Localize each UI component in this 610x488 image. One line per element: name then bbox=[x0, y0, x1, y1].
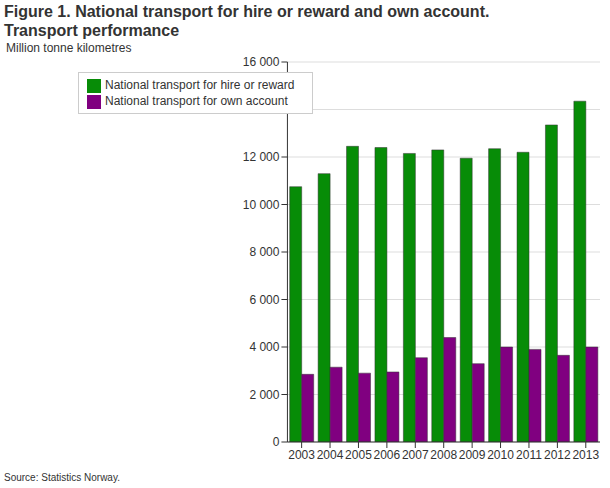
svg-text:2013: 2013 bbox=[572, 448, 599, 462]
svg-text:2007: 2007 bbox=[402, 448, 429, 462]
svg-text:14 000: 14 000 bbox=[243, 103, 280, 117]
svg-text:2010: 2010 bbox=[487, 448, 514, 462]
svg-text:6 000: 6 000 bbox=[249, 293, 279, 307]
svg-text:2011: 2011 bbox=[516, 448, 542, 462]
svg-text:8 000: 8 000 bbox=[249, 245, 279, 259]
svg-text:2009: 2009 bbox=[459, 448, 486, 462]
svg-text:0: 0 bbox=[273, 435, 280, 449]
svg-text:2005: 2005 bbox=[345, 448, 372, 462]
svg-text:2003: 2003 bbox=[288, 448, 315, 462]
svg-text:2006: 2006 bbox=[374, 448, 401, 462]
svg-text:2008: 2008 bbox=[430, 448, 457, 462]
svg-text:4 000: 4 000 bbox=[249, 340, 279, 354]
svg-text:2004: 2004 bbox=[317, 448, 344, 462]
svg-text:2 000: 2 000 bbox=[249, 388, 279, 402]
svg-text:10 000: 10 000 bbox=[243, 198, 280, 212]
svg-text:16 000: 16 000 bbox=[243, 55, 280, 69]
svg-text:12 000: 12 000 bbox=[243, 150, 280, 164]
svg-text:2012: 2012 bbox=[544, 448, 571, 462]
